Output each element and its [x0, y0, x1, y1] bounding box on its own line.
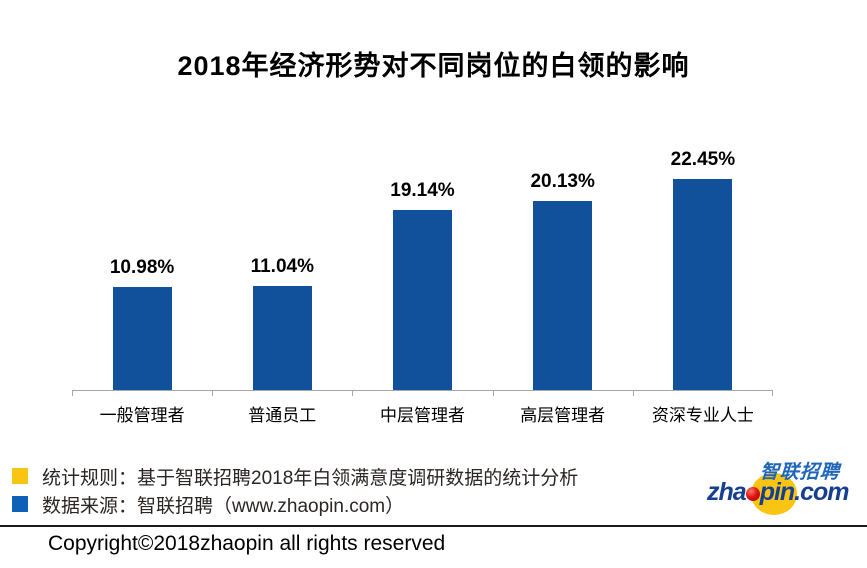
legend-label: 数据来源：智联招聘（www.zhaopin.com）	[42, 495, 405, 517]
bar	[673, 178, 733, 390]
bar-value-label: 22.45%	[670, 148, 736, 170]
bar	[252, 286, 312, 390]
legend-row-statistics-rule: 统计规则：基于智联招聘2018年白领满意度调研数据的统计分析	[12, 463, 578, 489]
legend-label: 统计规则：基于智联招聘2018年白领满意度调研数据的统计分析	[42, 467, 579, 489]
bar-group: 10.98% 一般管理者	[72, 155, 212, 425]
legend-row-data-source: 数据来源：智联招聘（www.zhaopin.com）	[12, 491, 578, 517]
x-axis-tick	[212, 390, 214, 396]
x-tick-label: 一般管理者	[99, 406, 185, 425]
x-axis-tick	[352, 390, 354, 396]
chart-title: 2018年经济形势对不同岗位的白领的影响	[177, 51, 690, 81]
blue-swatch	[12, 496, 28, 512]
x-axis-tick	[632, 390, 634, 396]
bar-group: 11.04% 普通员工	[212, 155, 352, 425]
bar	[112, 286, 172, 390]
bar	[533, 200, 593, 390]
x-axis-tick	[772, 390, 773, 396]
logo-latin-prefix: zha	[707, 478, 747, 506]
logo-latin-suffix: pin.com	[759, 478, 850, 506]
x-tick-label: 资深专业人士	[651, 406, 754, 425]
bar-value-label: 19.14%	[390, 180, 455, 202]
footer-divider	[0, 525, 867, 527]
bar-chart-plot-area: 10.98% 一般管理者 11.04% 普通员工 19.14% 中层管理者 20.13% 高层…	[72, 149, 773, 425]
x-axis-tick	[492, 390, 494, 396]
bar	[392, 210, 452, 390]
legend: 统计规则：基于智联招聘2018年白领满意度调研数据的统计分析 数据来源：智联招聘…	[12, 463, 578, 519]
x-axis-tick	[72, 390, 73, 396]
logo-red-dot-icon	[745, 487, 760, 501]
x-tick-label: 高层管理者	[520, 406, 606, 425]
bar-value-label: 20.13%	[530, 170, 595, 192]
x-tick-label: 中层管理者	[379, 406, 465, 425]
logo-latin-text: zha pin.com	[707, 478, 850, 507]
zhaopin-logo: 智联招聘 zha pin.com	[703, 453, 863, 523]
bar-value-label: 11.04%	[250, 256, 314, 278]
x-tick-label: 普通员工	[248, 406, 317, 425]
copyright-text: Copyright©2018zhaopin all rights reserve…	[48, 532, 446, 555]
bar-group: 19.14% 中层管理者	[352, 155, 492, 425]
bar-group: 22.45% 资深专业人士	[633, 149, 773, 425]
yellow-swatch	[12, 468, 28, 484]
bar-value-label: 10.98%	[109, 256, 175, 278]
bar-group: 20.13% 高层管理者	[493, 155, 633, 425]
